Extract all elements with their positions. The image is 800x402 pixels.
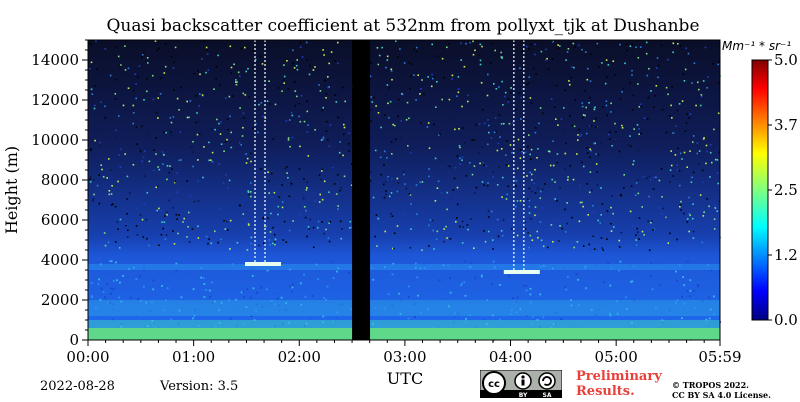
cloud-column-1 (254, 40, 266, 264)
colorbar-gradient (751, 59, 769, 321)
lower-aerosol-layer (88, 320, 720, 328)
x-tick-label: 01:00 (172, 348, 215, 366)
cc-icon (482, 371, 506, 395)
x-tick-label: 05:59 (698, 348, 741, 366)
chart-title: Quasi backscatter coefficient at 532nm f… (106, 16, 700, 36)
cloud-layer-1 (245, 262, 282, 266)
x-tick-label: 05:00 (595, 348, 638, 366)
colorbar: 0.0 1.2 2.5 3.7 5.0 (751, 51, 798, 329)
sa-share-icon (538, 372, 556, 390)
x-axis-label: UTC (386, 369, 424, 388)
cc-license-badge: cc BY SA (479, 369, 563, 399)
colorbar-tick-label: 5.0 (774, 51, 798, 69)
aerosol-layer (88, 300, 720, 316)
cc-text: cc (488, 379, 500, 390)
date-label: 2022-08-28 (40, 379, 115, 394)
cloud-layer-2 (503, 270, 540, 274)
y-axis-label: Height (m) (2, 146, 21, 234)
y-axis: 0 2000 4000 6000 8000 10000 12000 14000 (31, 39, 88, 349)
boundary-layer-top (88, 264, 720, 270)
y-tick-label: 8000 (41, 171, 79, 189)
plot-area (87, 39, 722, 342)
y-tick-label: 2000 (41, 291, 79, 309)
y-tick-label: 6000 (41, 211, 79, 229)
colorbar-tick-label: 3.7 (774, 116, 798, 134)
y-tick-label: 4000 (41, 251, 79, 269)
colorbar-tick-label: 2.5 (774, 181, 798, 199)
surface-layer (88, 328, 720, 340)
x-axis: 00:00 01:00 02:00 03:00 04:00 05:00 05:59 (66, 340, 742, 366)
cloud-column-2 (513, 40, 525, 272)
y-tick-label: 14000 (31, 51, 79, 69)
colorbar-tick-label: 0.0 (774, 311, 798, 329)
heatmap-background (88, 40, 720, 340)
y-tick-label: 10000 (31, 131, 79, 149)
y-tick-label: 0 (69, 331, 79, 349)
x-tick-label: 04:00 (489, 348, 532, 366)
x-tick-label: 00:00 (66, 348, 109, 366)
y-tick-label: 12000 (31, 91, 79, 109)
copyright-line-2: CC BY SA 4.0 License. (672, 390, 771, 400)
svg-text:SA: SA (543, 392, 552, 398)
preliminary-line-2: Results. (576, 384, 635, 399)
copyright-notice: © TROPOS 2022. CC BY SA 4.0 License. (672, 380, 771, 400)
preliminary-line-1: Preliminary (576, 369, 662, 384)
no-data-gap (352, 40, 371, 340)
copyright-line-1: © TROPOS 2022. (672, 380, 749, 390)
svg-text:BY: BY (519, 392, 528, 398)
version-label: Version: 3.5 (160, 379, 239, 394)
x-tick-label: 03:00 (383, 348, 426, 366)
x-tick-label: 02:00 (278, 348, 321, 366)
colorbar-tick-label: 1.2 (774, 246, 798, 264)
preliminary-notice: Preliminary Results. (576, 369, 662, 399)
colorbar-unit-label: Mm⁻¹ * sr⁻¹ (722, 39, 791, 53)
